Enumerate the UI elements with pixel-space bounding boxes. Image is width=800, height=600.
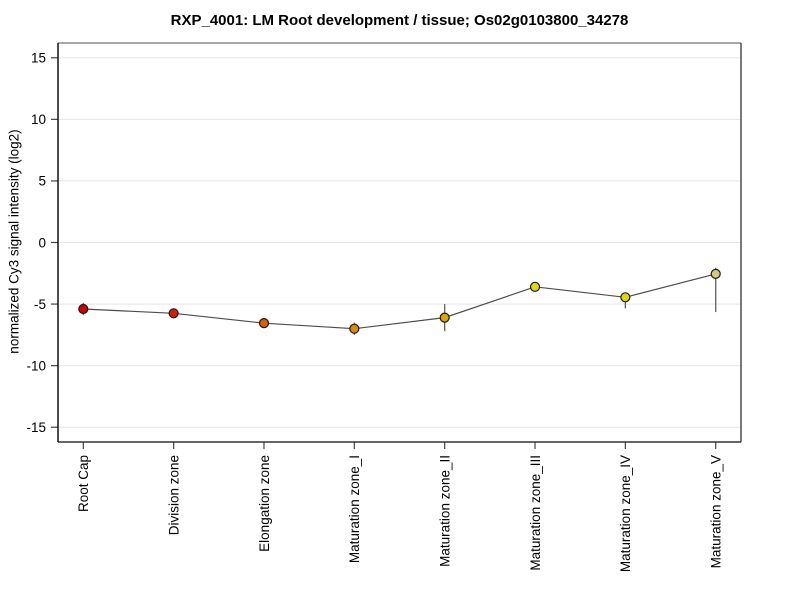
- data-point: [620, 292, 631, 303]
- y-axis-label: normalized Cy3 signal intensity (log2): [6, 129, 22, 354]
- x-tick-label: Maturation zone_V: [709, 455, 724, 568]
- y-tick-label: 0: [38, 235, 46, 250]
- x-tick-label: Elongation zone: [257, 455, 272, 552]
- x-tick-label: Maturation zone_IV: [618, 455, 633, 572]
- data-point: [439, 312, 450, 323]
- x-tick-label: Maturation zone_II: [437, 455, 452, 567]
- x-tick-label: Root Cap: [76, 455, 91, 512]
- x-tick-label: Division zone: [166, 455, 181, 535]
- data-point: [258, 318, 270, 329]
- data-point: [78, 303, 89, 315]
- data-point: [710, 268, 721, 280]
- y-tick-label: -10: [26, 358, 46, 373]
- data-point: [168, 308, 179, 319]
- y-tick-label: -15: [26, 420, 46, 435]
- y-tick-label: -5: [34, 297, 46, 312]
- y-tick-label: 15: [31, 51, 46, 66]
- data-point: [349, 323, 360, 334]
- y-tick-label: 10: [31, 112, 46, 127]
- series-line: [83, 273, 716, 330]
- x-tick-label: Maturation zone_I: [347, 455, 362, 563]
- y-tick-label: 5: [38, 174, 46, 189]
- data-point: [529, 281, 541, 292]
- x-tick-label: Maturation zone_III: [528, 455, 543, 571]
- chart-title: RXP_4001: LM Root development / tissue; …: [170, 12, 629, 29]
